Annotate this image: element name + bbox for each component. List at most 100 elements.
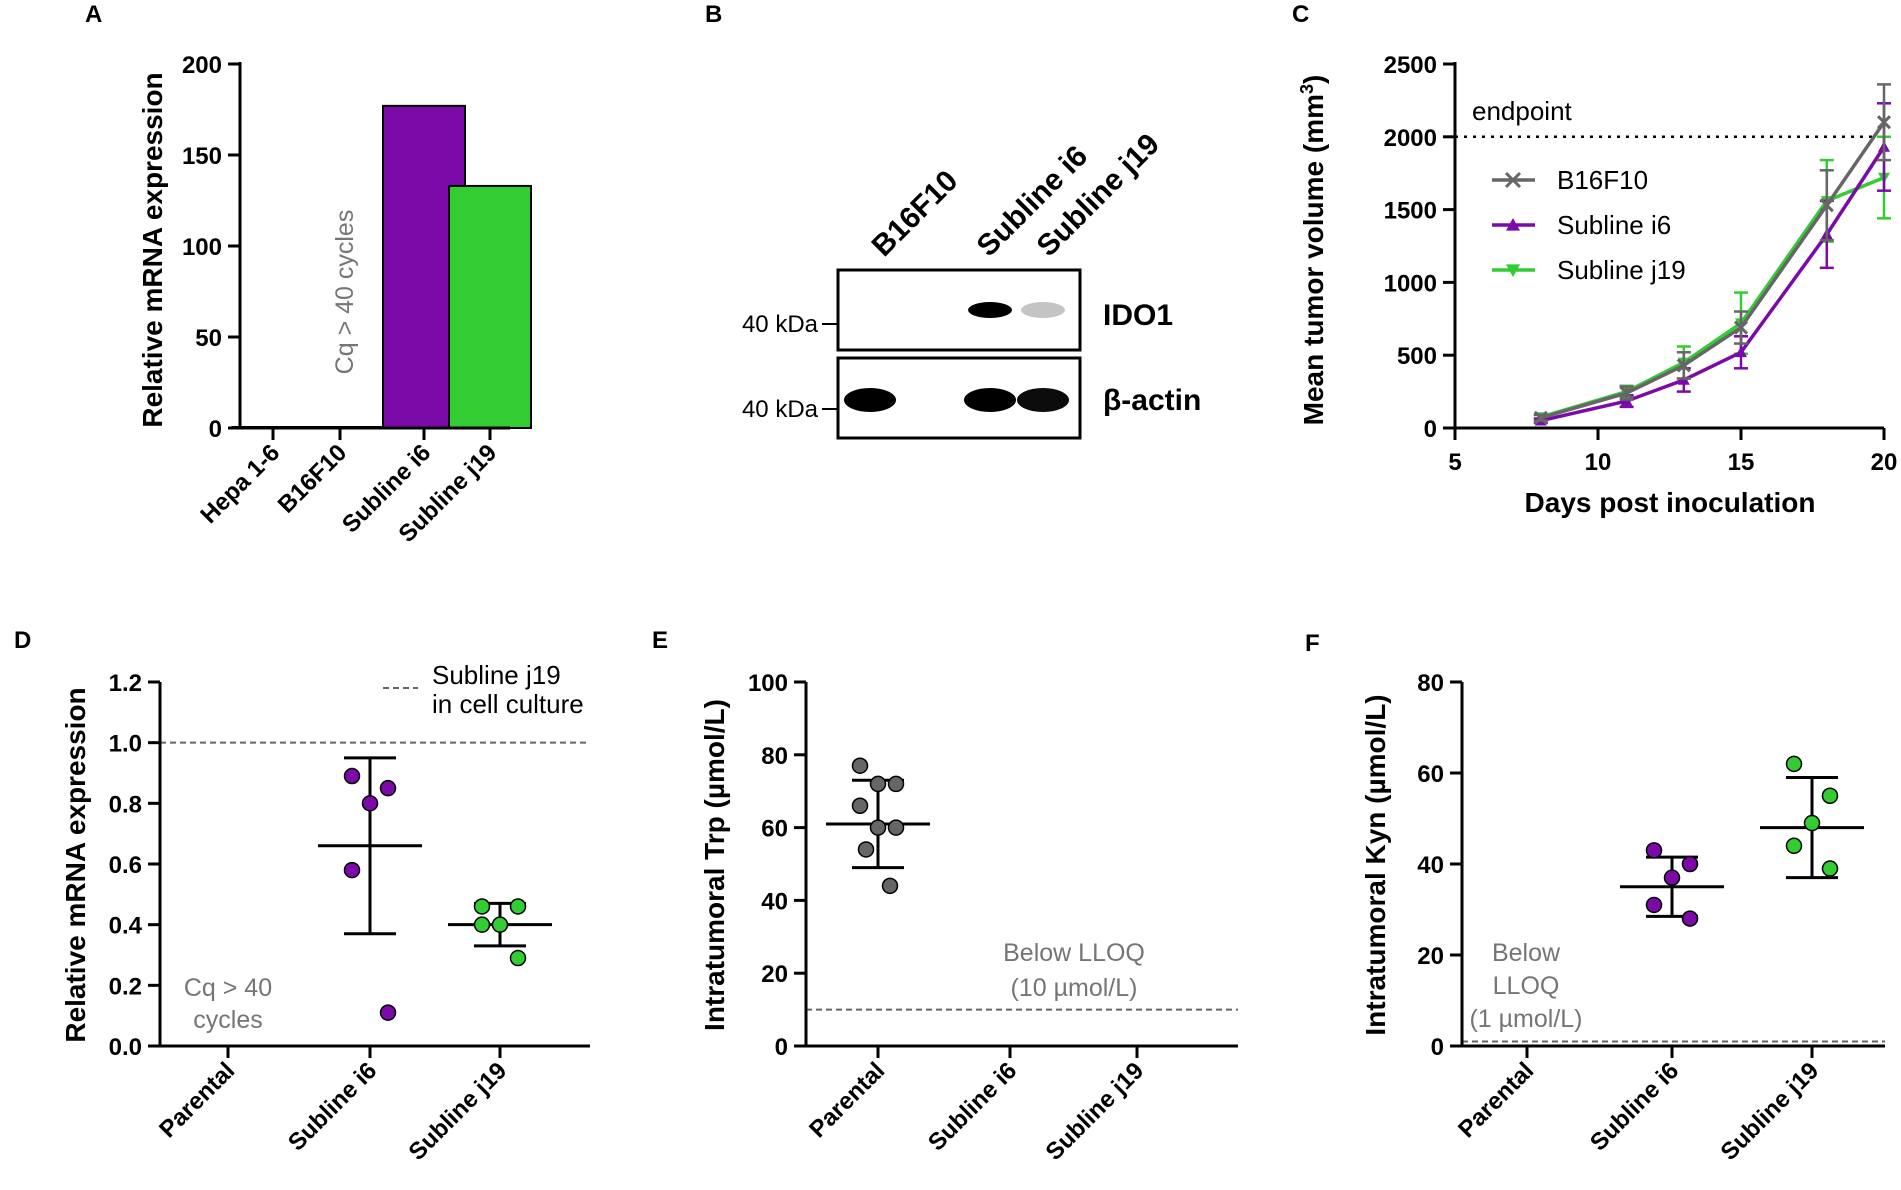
actin-kda-marker: 40 kDa: [742, 396, 819, 423]
data-point: [361, 795, 379, 812]
panel-letter-d: D: [14, 627, 31, 654]
panel-c-ylabel-superscript: 3: [1297, 84, 1317, 94]
data-point: [1735, 346, 1747, 358]
panel-c-x-tick-label: 15: [1728, 449, 1755, 476]
panel-c-y-axis-title: Mean tumor volume (mm3): [1297, 75, 1329, 426]
panel-e-y-tick-label: 40: [761, 888, 788, 915]
panel-f-x-tick-label: Parental: [1453, 1057, 1539, 1143]
panel-f-y-axis-title: Intratumoral Kyn (µmol/L): [1360, 694, 1391, 1035]
data-point: [509, 949, 527, 967]
data-point: [379, 779, 397, 797]
data-point: [1876, 115, 1892, 130]
panel-a-y-tick-label: 150: [182, 143, 222, 170]
legend-label: Subline i6: [1557, 210, 1671, 240]
panel-e-lloq-line2: (10 µmol/L): [1011, 974, 1138, 1002]
panel-a-x-tick-label: B16F10: [273, 439, 352, 518]
panel-d-y-axis-title: Relative mRNA expression: [60, 687, 91, 1042]
series-line: [1540, 121, 1886, 420]
panel-d-x-tick-label: Subline j19: [404, 1057, 513, 1166]
endpoint-label: endpoint: [1472, 96, 1573, 126]
data-point: [1676, 358, 1691, 373]
bar: [448, 184, 532, 429]
panel-b: B B16F10 Subline i6 Subline j19 40 kDa 4…: [705, 1, 1201, 440]
panel-c-x-tick-label: 5: [1448, 449, 1461, 476]
panel-e-y-tick-label: 100: [748, 670, 788, 697]
panel-d-y-tick-label: 0.8: [109, 791, 142, 818]
data-point: [887, 775, 905, 793]
panel-e-x-tick-label: Subline j19: [1041, 1057, 1150, 1166]
panel-f-y-tick-label: 80: [1417, 670, 1444, 697]
panel-e-y-tick-label: 60: [761, 816, 788, 843]
panel-f-lloq-line2: LLOQ: [1493, 972, 1560, 1000]
data-point: [1663, 869, 1681, 886]
panel-a-cq-annotation: Cq > 40 cycles: [331, 210, 359, 375]
data-point: [887, 819, 905, 836]
panel-d-y-tick-label: 0.0: [109, 1034, 142, 1061]
data-point: [1803, 814, 1821, 832]
data-point: [1821, 787, 1839, 804]
panel-d-y-tick-label: 0.4: [109, 913, 143, 940]
series-line: [1540, 146, 1886, 423]
panel-c-y-tick-label: 2000: [1384, 125, 1437, 152]
blot-band: [1021, 302, 1065, 318]
panel-a-y-axis-title: Relative mRNA expression: [137, 72, 168, 427]
data-point: [851, 797, 869, 815]
data-point: [1506, 264, 1520, 277]
data-point: [491, 916, 509, 933]
data-point: [869, 775, 887, 793]
panel-d-x-tick-label: Parental: [154, 1057, 240, 1143]
panel-d-reference-label-line1: Subline j19: [432, 660, 561, 690]
data-point: [1785, 837, 1803, 855]
panel-e-y-tick-label: 20: [761, 961, 788, 988]
data-point: [881, 877, 899, 895]
panel-d-y-tick-label: 1.0: [109, 731, 142, 758]
data-point: [857, 841, 875, 858]
panel-c-x-tick-label: 20: [1871, 449, 1898, 476]
ido1-kda-marker: 40 kDa: [742, 311, 819, 338]
data-point: [1645, 842, 1663, 859]
panel-c-ylabel-suffix: ): [1298, 75, 1329, 84]
panel-c-y-tick-label: 2500: [1384, 52, 1437, 79]
legend-label: Subline j19: [1557, 255, 1686, 285]
panel-a-y-tick-label: 50: [195, 325, 222, 352]
panel-f-x-tick-label: Subline j19: [1716, 1057, 1825, 1166]
data-point: [343, 861, 361, 879]
legend-label: B16F10: [1557, 165, 1648, 195]
data-point: [1645, 896, 1663, 914]
panel-d-y-tick-label: 0.2: [109, 973, 142, 1000]
panel-c-y-tick-label: 1500: [1384, 198, 1437, 225]
panel-f-y-tick-label: 0: [1431, 1034, 1444, 1061]
panel-letter-e: E: [652, 627, 668, 654]
panel-a: A Relative mRNA expression 050100150200 …: [85, 1, 532, 548]
data-point: [1506, 218, 1520, 231]
panel-letter-a: A: [85, 1, 102, 28]
blot-band: [964, 388, 1016, 412]
data-point: [1681, 910, 1699, 927]
blot-lane-label: B16F10: [866, 164, 965, 263]
panel-c-y-tick-label: 0: [1424, 416, 1437, 443]
panel-a-y-tick-label: 200: [182, 52, 222, 79]
panel-e: E Intratumoral Trp (µmol/L) Below LLOQ (…: [652, 627, 1238, 1166]
data-point: [1821, 860, 1839, 877]
panel-a-y-tick-label: 100: [182, 234, 222, 261]
panel-e-x-tick-label: Parental: [804, 1057, 890, 1143]
panel-e-x-tick-label: Subline i6: [923, 1057, 1022, 1156]
panel-c-x-axis-title: Days post inoculation: [1525, 487, 1816, 518]
data-point: [1533, 410, 1548, 425]
panel-f-y-tick-label: 60: [1417, 761, 1444, 788]
data-point: [509, 898, 527, 915]
data-point: [1504, 171, 1522, 189]
panel-e-y-tick-label: 0: [775, 1034, 788, 1061]
panel-d-cq-annotation-line1: Cq > 40: [184, 974, 272, 1002]
panel-c-ylabel-main: Mean tumor volume (mm: [1298, 94, 1329, 425]
data-point: [473, 898, 491, 915]
panel-d-x-tick-label: Subline i6: [283, 1057, 382, 1156]
data-point: [1733, 320, 1749, 335]
panel-d-y-tick-label: 0.6: [109, 852, 142, 879]
panel-e-lloq-line1: Below LLOQ: [1003, 939, 1145, 967]
blot-band: [968, 302, 1012, 318]
data-point: [1785, 755, 1803, 773]
data-point: [1681, 855, 1699, 873]
panel-c: C Mean tumor volume (mm3) Days post inoc…: [1292, 1, 1897, 518]
